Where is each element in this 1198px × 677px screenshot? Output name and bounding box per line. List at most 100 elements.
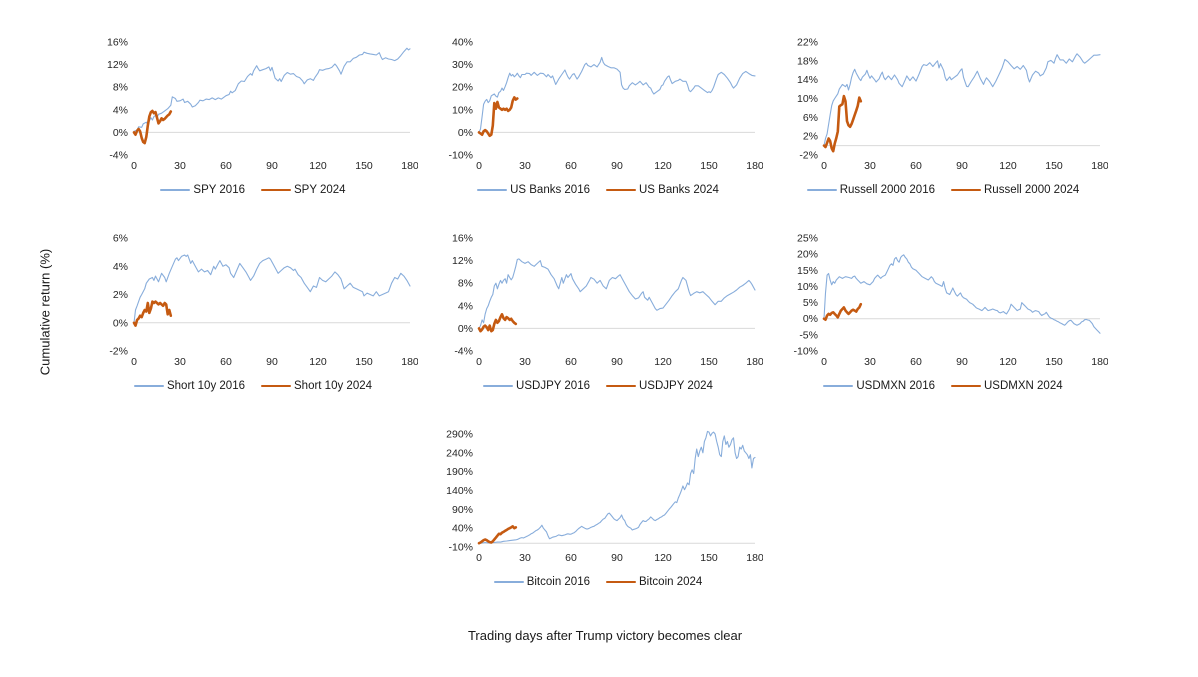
svg-text:2%: 2% <box>803 131 818 143</box>
spy-legend: SPY 2016 SPY 2024 <box>88 180 418 200</box>
svg-text:8%: 8% <box>113 82 128 94</box>
svg-text:0: 0 <box>476 552 482 564</box>
svg-text:30: 30 <box>519 552 531 564</box>
y-axis-title: Cumulative return (%) <box>37 248 53 376</box>
svg-text:140%: 140% <box>446 485 473 497</box>
legend-label-2024: Bitcoin 2024 <box>639 576 703 588</box>
svg-text:12%: 12% <box>452 255 473 267</box>
usdjpy-chart-plot: 16% 12% 8% 4% 0% -4%0 30 60 90 120 150 180 <box>452 233 763 369</box>
svg-text:0%: 0% <box>803 313 818 325</box>
svg-text:180: 180 <box>1091 356 1108 368</box>
legend-label-2024: Short 10y 2024 <box>294 380 373 392</box>
svg-text:-5%: -5% <box>799 329 818 341</box>
chart-cell-russell: 22% 18% 14% 10% 6% 2% -2% 0 30 60 90 120 150 180 Russ… <box>778 34 1108 200</box>
usdjpy-legend: USDJPY 2016 USDJPY 2024 <box>433 376 763 396</box>
svg-text:8%: 8% <box>458 278 473 290</box>
svg-text:16%: 16% <box>107 37 128 49</box>
svg-text:14%: 14% <box>797 74 818 86</box>
usbanks-chart-plot: 40% 30% 20% 10% 0% -10%0 30 60 90 120 150 180 <box>448 37 763 173</box>
svg-text:150: 150 <box>700 552 718 564</box>
svg-text:2%: 2% <box>113 289 128 301</box>
svg-text:22%: 22% <box>797 37 818 49</box>
legend-line-2016 <box>483 385 514 387</box>
svg-text:90: 90 <box>611 356 623 368</box>
legend-label-2024: SPY 2024 <box>294 184 346 196</box>
svg-text:4%: 4% <box>458 300 473 312</box>
legend-label-2024: USDJPY 2024 <box>639 380 713 392</box>
svg-text:150: 150 <box>700 356 718 368</box>
legend-line-2024 <box>261 384 291 388</box>
svg-text:180: 180 <box>746 356 763 368</box>
svg-text:60: 60 <box>565 160 577 172</box>
legend-line-2016 <box>806 189 837 191</box>
chart-cell-spy: 16% 12% 8% 4% 0% -4% 0 30 60 90 120 150 180 SPY 2016… <box>88 34 418 200</box>
svg-text:30: 30 <box>864 160 876 172</box>
svg-text:90: 90 <box>266 356 278 368</box>
legend-label-2016: Russell 2000 2016 <box>839 184 935 196</box>
svg-text:30: 30 <box>864 356 876 368</box>
svg-text:180: 180 <box>401 160 418 172</box>
svg-text:120: 120 <box>654 356 672 368</box>
charts-grid: 16% 12% 8% 4% 0% -4% 0 30 60 90 120 150 180 SPY 2016… <box>88 34 1108 592</box>
short10y-chart-plot: 6% 4% 2% 0% -2%0 30 60 90 120 150 180 <box>109 233 418 369</box>
svg-text:150: 150 <box>1045 160 1063 172</box>
svg-text:90: 90 <box>611 552 623 564</box>
svg-text:6%: 6% <box>803 112 818 124</box>
legend-line-2024 <box>951 384 981 388</box>
svg-text:120: 120 <box>999 356 1017 368</box>
svg-text:0: 0 <box>131 356 137 368</box>
svg-text:30: 30 <box>519 356 531 368</box>
svg-text:-2%: -2% <box>799 150 818 162</box>
svg-text:60: 60 <box>910 356 922 368</box>
svg-text:0: 0 <box>476 160 482 172</box>
svg-text:-10%: -10% <box>448 150 473 162</box>
legend-line-2016 <box>133 385 164 387</box>
svg-text:-4%: -4% <box>454 346 473 358</box>
svg-text:90: 90 <box>266 160 278 172</box>
svg-text:12%: 12% <box>107 59 128 71</box>
svg-text:180: 180 <box>746 160 763 172</box>
chart-cell-bitcoin: 290% 240% 190% 140% 90% 40% -10% 0 30 60 90 120 150 1… <box>433 426 763 592</box>
chart-cell-usdjpy: 16% 12% 8% 4% 0% -4% 0 30 60 90 120 150 180 USDJPY 2… <box>433 230 763 396</box>
svg-text:10%: 10% <box>797 281 818 293</box>
svg-text:0: 0 <box>476 356 482 368</box>
svg-text:60: 60 <box>220 160 232 172</box>
svg-text:40%: 40% <box>452 523 473 535</box>
svg-text:15%: 15% <box>797 265 818 277</box>
x-axis-title: Trading days after Trump victory becomes… <box>467 628 743 643</box>
svg-text:90: 90 <box>611 160 623 172</box>
svg-text:90: 90 <box>956 160 968 172</box>
svg-text:30%: 30% <box>452 59 473 71</box>
bitcoin-legend: Bitcoin 2016 Bitcoin 2024 <box>433 572 763 592</box>
svg-text:120: 120 <box>309 160 327 172</box>
svg-text:10%: 10% <box>797 93 818 105</box>
svg-text:5%: 5% <box>803 297 818 309</box>
svg-text:150: 150 <box>700 160 718 172</box>
svg-text:10%: 10% <box>452 104 473 116</box>
legend-label-2016: SPY 2016 <box>193 184 245 196</box>
legend-label-2016: US Banks 2016 <box>510 184 590 196</box>
legend-line-2024 <box>261 188 291 192</box>
svg-text:20%: 20% <box>452 82 473 94</box>
svg-text:60: 60 <box>910 160 922 172</box>
svg-text:180: 180 <box>1091 160 1108 172</box>
legend-label-2016: Bitcoin 2016 <box>526 576 590 588</box>
svg-text:180: 180 <box>746 552 763 564</box>
legend-line-2024 <box>606 384 636 388</box>
svg-text:20%: 20% <box>797 249 818 261</box>
legend-label-2024: Russell 2000 2024 <box>984 184 1080 196</box>
svg-text:18%: 18% <box>797 55 818 67</box>
svg-text:150: 150 <box>355 160 373 172</box>
usdmxn-legend: USDMXN 2016 USDMXN 2024 <box>778 376 1108 396</box>
svg-text:4%: 4% <box>113 261 128 273</box>
legend-line-2016 <box>477 189 508 191</box>
legend-label-2016: USDMXN 2016 <box>856 380 935 392</box>
svg-text:4%: 4% <box>113 104 128 116</box>
svg-text:0%: 0% <box>113 317 128 329</box>
legend-label-2016: USDJPY 2016 <box>516 380 590 392</box>
chart-cell-usdmxn: 25% 20% 15% 10% 5% 0% -5% -10% 0 30 60 90 120 150 180 … <box>778 230 1108 396</box>
svg-text:150: 150 <box>1045 356 1063 368</box>
svg-text:30: 30 <box>174 160 186 172</box>
svg-text:120: 120 <box>654 160 672 172</box>
